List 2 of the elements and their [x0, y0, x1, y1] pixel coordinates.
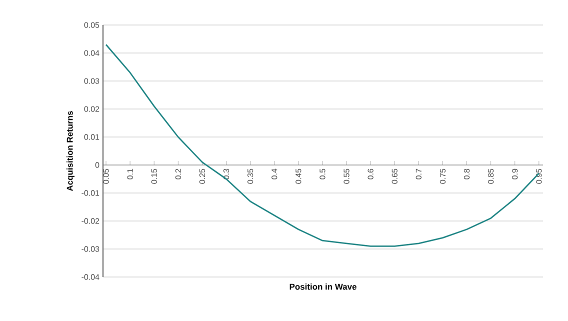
y-axis-title: Acquisition Returns [66, 111, 74, 192]
x-axis-title: Position in Wave [290, 284, 356, 290]
